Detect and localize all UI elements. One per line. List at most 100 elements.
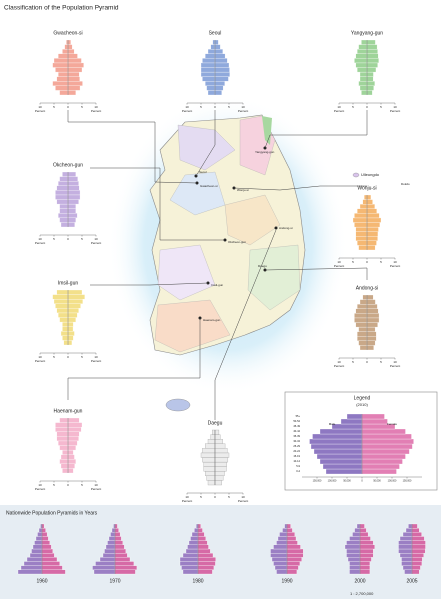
female-bar <box>214 81 225 86</box>
female-bar <box>67 436 79 442</box>
male-bar <box>62 326 69 332</box>
x-axis-label: Percent <box>91 359 102 363</box>
male-bar <box>274 565 288 570</box>
x-tick-label: 0 <box>214 495 216 499</box>
female-bar <box>67 49 75 54</box>
female-bar <box>67 331 75 336</box>
male-bar <box>361 90 368 96</box>
female-bar <box>67 312 78 318</box>
female-bar <box>359 523 365 529</box>
female-bar <box>366 217 382 223</box>
male-bar <box>270 553 288 558</box>
female-bar <box>366 81 375 86</box>
x-tick-label: 10 <box>393 105 397 109</box>
male-bar <box>203 466 216 472</box>
female-bar <box>41 544 52 550</box>
male-bar <box>59 217 69 223</box>
female-bar <box>67 468 74 474</box>
male-bar <box>270 548 288 554</box>
female-bar <box>114 532 121 537</box>
female-bar <box>361 448 410 455</box>
female-bar <box>67 335 74 341</box>
male-bar <box>60 331 69 336</box>
male-bar <box>359 71 368 77</box>
female-bar <box>114 565 138 570</box>
female-bar <box>67 190 81 196</box>
leader-line <box>195 110 216 177</box>
male-bar <box>346 548 361 554</box>
x-tick-label: 5 <box>380 260 382 264</box>
male-bar <box>202 58 216 64</box>
x-tick-label: 10 <box>94 105 98 109</box>
map-labels: Seoul Gwacheon-si Wonju-si Yangyang-gun … <box>199 150 410 322</box>
female-bar <box>41 523 45 529</box>
male-bar <box>179 561 199 566</box>
female-bar <box>366 62 378 68</box>
pyramid-title: Imsil-gun <box>58 280 79 286</box>
male-bar <box>188 540 199 545</box>
x-tick-label: 0 <box>366 260 368 264</box>
female-bar <box>286 557 302 562</box>
female-bar <box>41 540 50 545</box>
female-bar <box>67 431 80 437</box>
legend-entry: Male <box>329 422 336 426</box>
female-bar <box>67 81 83 86</box>
male-bar <box>206 85 216 91</box>
male-bar <box>207 439 216 444</box>
male-bar <box>346 540 361 545</box>
male-bar <box>276 569 288 575</box>
female-bar <box>411 561 423 566</box>
female-bar <box>286 561 301 566</box>
map-label: Yangyang-gun <box>255 150 275 154</box>
x-tick-label: 10 <box>94 237 98 241</box>
male-bar <box>207 90 216 96</box>
male-bar <box>37 532 43 537</box>
male-bar <box>187 544 199 550</box>
female-bar <box>114 528 119 533</box>
female-bar <box>67 422 83 428</box>
female-bar <box>214 53 226 59</box>
x-tick-label: 10 <box>185 495 189 499</box>
female-bar <box>41 569 66 575</box>
male-bar <box>312 433 363 440</box>
female-bar <box>67 303 81 309</box>
female-bar <box>366 336 377 341</box>
male-bar <box>355 322 368 328</box>
male-bar <box>59 90 69 96</box>
female-bar <box>366 326 376 332</box>
male-bar <box>277 536 288 541</box>
male-bar <box>340 418 363 425</box>
female-bar <box>67 445 76 451</box>
female-bar <box>114 561 135 566</box>
female-bar <box>214 443 226 449</box>
female-bar <box>214 475 224 481</box>
x-axis-label: Percent <box>91 241 102 245</box>
female-bar <box>114 536 122 541</box>
female-bar <box>366 85 374 91</box>
pyramid-title: Okcheon-gun <box>53 162 83 168</box>
female-bar <box>366 299 376 305</box>
female-bar <box>366 340 376 346</box>
female-bar <box>114 523 118 529</box>
x-tick-label: 150,000 <box>313 480 322 483</box>
x-tick-label: 150,000 <box>403 480 412 483</box>
male-bar <box>205 471 216 476</box>
female-bar <box>361 428 406 435</box>
male-bar <box>52 81 69 86</box>
x-axis-label: Percent <box>334 264 345 268</box>
female-bar <box>67 440 78 446</box>
male-bar <box>55 194 69 200</box>
male-bar <box>52 62 69 68</box>
female-bar <box>411 565 421 570</box>
female-bar <box>366 39 376 45</box>
female-bar <box>67 71 80 77</box>
male-bar <box>316 453 363 460</box>
female-bar <box>197 528 203 533</box>
male-bar <box>62 449 69 455</box>
female-bar <box>41 553 55 558</box>
pyramid-title: Wonju-si <box>357 185 376 191</box>
male-bar <box>53 58 69 64</box>
jeju-island <box>165 398 191 412</box>
male-bar <box>58 181 69 186</box>
female-bar <box>359 557 372 562</box>
